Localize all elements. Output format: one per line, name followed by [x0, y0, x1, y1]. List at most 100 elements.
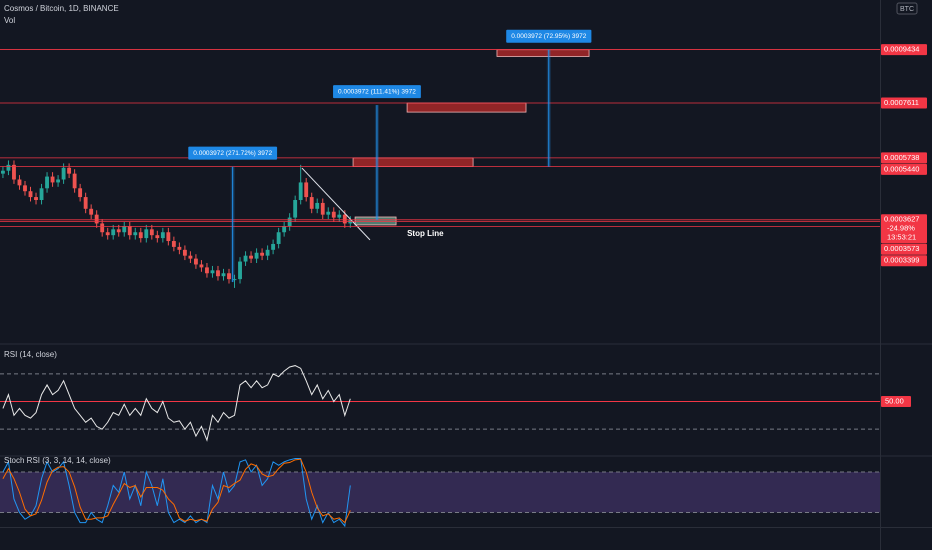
level-label-bg — [881, 163, 927, 175]
candle-body — [171, 241, 176, 247]
level-label: 0.0003627 — [884, 215, 919, 224]
candle-body — [205, 267, 209, 274]
series-line — [2, 458, 351, 524]
candle-body — [1, 170, 5, 174]
candle-body — [320, 202, 325, 215]
candle-body — [282, 226, 287, 233]
candle-body — [271, 243, 276, 250]
level-label: 13:53:21 — [887, 233, 916, 242]
candle-body — [155, 235, 160, 239]
candle-body — [188, 255, 193, 259]
level-label: -24.98% — [887, 224, 915, 233]
level-label: 0.0003399 — [884, 256, 919, 265]
level-label-bg — [881, 243, 927, 255]
candle-body — [298, 182, 303, 201]
candle-body — [177, 246, 182, 250]
candle-body — [105, 232, 110, 236]
level-label-bg — [881, 44, 927, 56]
level-label: 0.0003573 — [884, 244, 919, 253]
candle-body — [45, 176, 49, 189]
level-label: 0.0005440 — [884, 164, 919, 173]
candle-body — [243, 255, 248, 262]
candle-body — [149, 229, 154, 236]
level-label-bg — [881, 152, 927, 164]
level-label-bg — [881, 214, 927, 244]
candle-body — [116, 229, 121, 233]
candle-body — [287, 217, 292, 227]
candle-body — [138, 232, 143, 239]
candle-body — [144, 229, 149, 239]
candle-body — [111, 229, 116, 236]
candle-body — [72, 173, 77, 189]
candle-body — [337, 214, 342, 218]
candle-body — [122, 226, 127, 233]
candle-body — [260, 252, 265, 256]
candle-body — [12, 164, 16, 180]
level-label-bg — [881, 97, 927, 109]
level-label-bg — [881, 255, 927, 267]
candle-body — [227, 273, 231, 280]
candle-body — [193, 258, 198, 265]
level-label: 0.0007611 — [884, 98, 919, 107]
rsi-title: RSI (14, close) — [4, 350, 57, 359]
candle-body — [34, 197, 38, 201]
candle-body — [304, 182, 309, 198]
volume-label: Vol — [4, 16, 15, 25]
candle-body — [210, 270, 215, 274]
candle-body — [17, 179, 22, 186]
marks: 0.0003972 (271.72%) 3972 0.0003972 (111.4… — [0, 29, 880, 528]
candle-body — [232, 279, 237, 281]
candle-body — [216, 270, 220, 277]
annotation: Stop Line — [407, 229, 444, 238]
candle-body — [199, 264, 204, 268]
chart-title: Cosmos / Bitcoin, 1D, BINANCE — [4, 4, 119, 13]
candle-body — [61, 167, 66, 180]
candle-body — [67, 167, 72, 174]
candle-body — [249, 255, 253, 259]
candle-body — [6, 164, 11, 171]
candle-body — [293, 200, 298, 218]
candle-body — [83, 197, 88, 209]
level-label: 50.00 — [885, 397, 904, 406]
measure-label: 0.0003972 (111.41%) 3972 — [338, 88, 416, 95]
candle-body — [100, 223, 105, 233]
stoch-title: Stoch RSI (3, 3, 14, 14, close) — [4, 456, 111, 465]
measure-label-bg — [333, 85, 421, 99]
candle-body — [133, 232, 138, 236]
candle-body — [254, 252, 259, 259]
candle-body — [326, 211, 331, 215]
candle-body — [89, 208, 94, 215]
candle-body — [78, 188, 83, 198]
currency-badge[interactable] — [896, 2, 918, 15]
candle-body — [265, 249, 270, 256]
candle-body — [56, 179, 61, 183]
level-label: 0.0009434 — [884, 45, 919, 54]
measure-label: 0.0003972 (72.95%) 3972 — [511, 33, 587, 40]
measure-label-bg — [506, 29, 592, 43]
currency-label[interactable]: BTC — [900, 6, 914, 13]
target-zone — [496, 49, 590, 57]
measure-label: 0.0003972 (271.72%) 3972 — [193, 150, 272, 157]
axes: 0.0009434 0.0007611 0.0005738 0.0005440 0.00… — [881, 44, 927, 408]
level-label-bg — [881, 396, 911, 408]
candle-body — [182, 249, 187, 256]
candle-body — [276, 232, 281, 244]
candle-body — [127, 226, 132, 236]
candle-body — [166, 232, 171, 242]
candle-body — [39, 188, 44, 201]
candle-body — [331, 211, 336, 218]
trend-line — [301, 167, 371, 241]
target-zone — [406, 102, 527, 113]
candle-body — [221, 273, 226, 277]
target-zone — [352, 157, 474, 168]
candle-body — [50, 176, 55, 183]
band-fill — [0, 471, 880, 513]
level-label: 0.0005738 — [884, 153, 919, 162]
candle-body — [309, 197, 314, 209]
candle-body — [160, 232, 165, 239]
series-line — [2, 457, 351, 528]
candle-body — [94, 214, 99, 224]
measure-label-bg — [188, 146, 278, 160]
